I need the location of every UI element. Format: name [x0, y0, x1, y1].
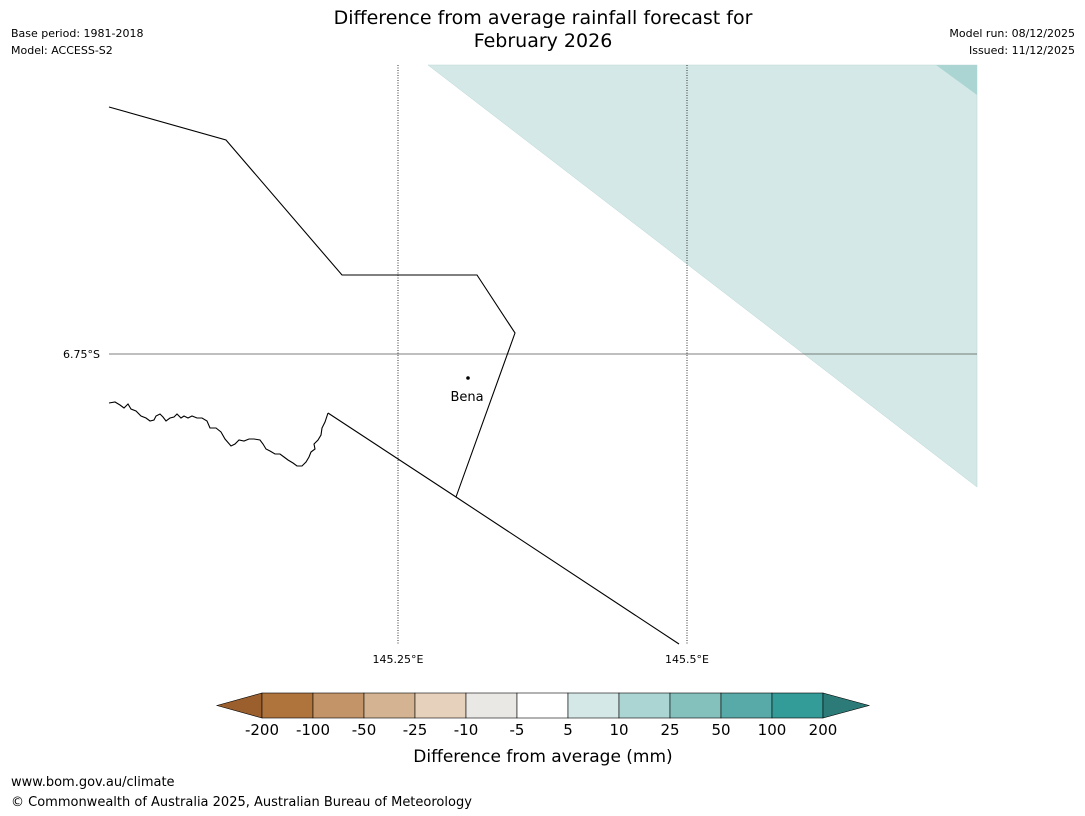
run-info: Model run: 08/12/2025 Issued: 11/12/2025: [949, 25, 1075, 59]
lat-label-6-75: 6.75°S: [63, 348, 100, 361]
model-text: Model: ACCESS-S2: [11, 44, 113, 57]
base-info: Base period: 1981-2018 Model: ACCESS-S2: [11, 25, 143, 59]
colorbar-segment: [465, 692, 518, 719]
colorbar-tick-label: -100: [296, 721, 330, 739]
lon-label-145-5: 145.5°E: [665, 653, 709, 666]
colorbar-tick-label: 10: [609, 721, 628, 739]
colorbar-tick-label: 5: [563, 721, 573, 739]
colorbar-segment: [312, 692, 365, 719]
colorbar-extend-low: [215, 692, 263, 719]
forecast-shading-medium: [936, 65, 977, 95]
colorbar-extend-high: [822, 692, 871, 719]
colorbar-segment: [669, 692, 722, 719]
issued-text: Issued: 11/12/2025: [968, 44, 1075, 57]
map-title-line1: Difference from average rainfall forecas…: [333, 7, 753, 29]
lon-label-145-25: 145.25°E: [373, 653, 424, 666]
colorbar-segment: [516, 692, 569, 719]
colorbar-tick-label: 100: [758, 721, 787, 739]
colorbar-title: Difference from average (mm): [413, 747, 672, 767]
colorbar-segment: [771, 692, 824, 719]
model-run-text: Model run: 08/12/2025: [949, 27, 1075, 40]
colorbar-tick-label: 50: [711, 721, 730, 739]
boundary-line-south: [327, 412, 680, 645]
colorbar-tick-label: -10: [454, 721, 479, 739]
base-period-text: Base period: 1981-2018: [11, 27, 144, 40]
colorbar-tick-label: -50: [352, 721, 377, 739]
boundary-line-north: [108, 106, 516, 498]
colorbar-tick-label: 25: [660, 721, 679, 739]
place-label-bena: Bena: [450, 390, 483, 405]
bena-marker: [466, 376, 470, 380]
colorbar-segment: [261, 692, 314, 719]
colorbar-segment: [618, 692, 671, 719]
colorbar-tick-label: -25: [403, 721, 428, 739]
forecast-shading-light: [427, 64, 978, 488]
colorbar-segment: [567, 692, 620, 719]
river-boundary-line: [108, 401, 329, 467]
colorbar-segment: [720, 692, 773, 719]
colorbar-tick-label: 200: [809, 721, 838, 739]
map-title: Difference from average rainfall forecas…: [243, 7, 843, 53]
map-title-line2: February 2026: [473, 30, 613, 52]
colorbar-segment: [414, 692, 467, 719]
colorbar: -200 -100 -50 -25 -10 -5 5 10 25 50 100 200: [215, 692, 871, 739]
colorbar-tick-label: -5: [510, 721, 525, 739]
bom-url-text: www.bom.gov.au/climate: [11, 775, 175, 790]
copyright-text: © Commonwealth of Australia 2025, Austra…: [11, 795, 472, 810]
colorbar-tick-label: -200: [245, 721, 279, 739]
colorbar-segment: [363, 692, 416, 719]
